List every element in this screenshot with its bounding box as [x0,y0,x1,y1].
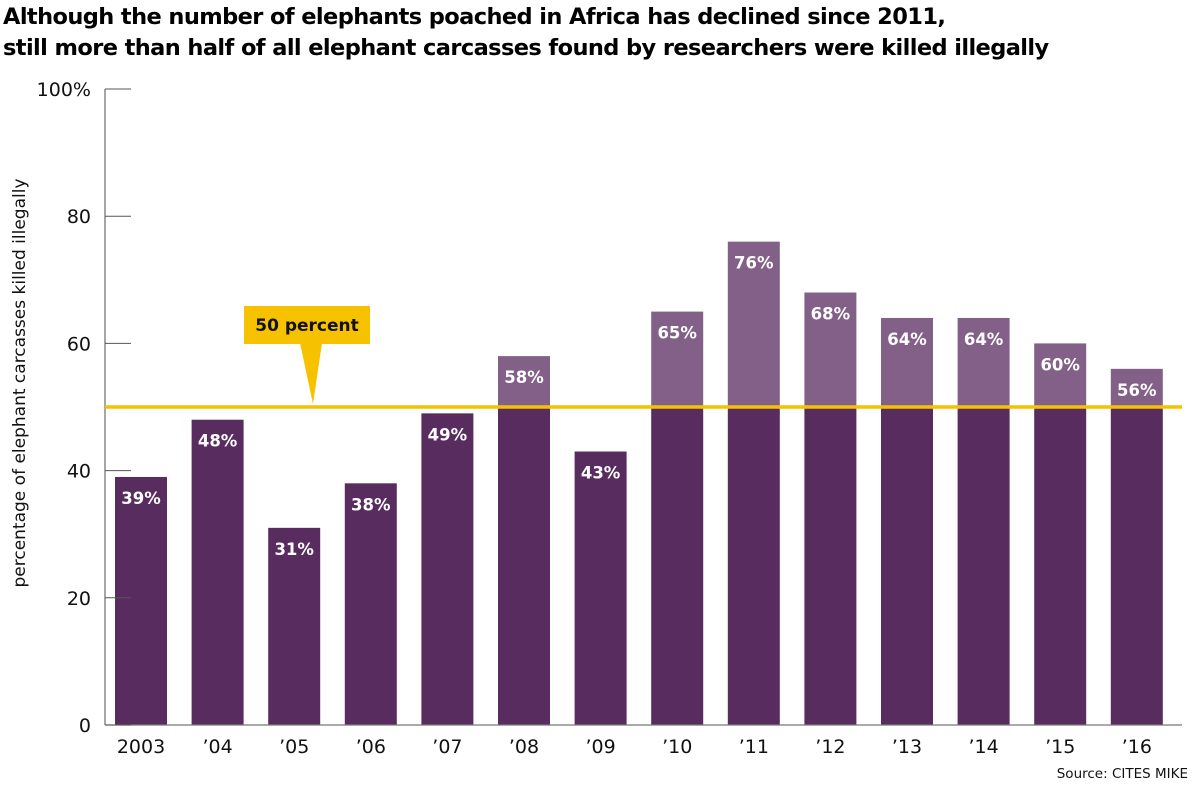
chart-title-line-1: Although the number of elephants poached… [3,4,946,30]
x-tick-label: ’10 [662,736,692,758]
data-label: 39% [121,489,161,508]
data-label: 43% [581,464,621,483]
annotation-box [244,306,370,344]
y-tick-label: 0 [79,715,91,737]
bar-12-upper [804,292,857,407]
x-tick-label: ’08 [509,736,539,758]
bar-11-lower [727,407,780,725]
x-tick-label: ’09 [585,736,615,758]
y-tick-label: 40 [67,461,91,483]
bar-12-lower [804,407,857,725]
y-tick-label: 20 [67,588,91,610]
bar-05 [268,527,321,725]
annotation-pointer [300,343,322,404]
annotation-label: 50 percent [255,316,359,336]
bar-11-upper [727,241,780,407]
bar-10-upper [651,311,704,407]
x-tick-label: ’07 [432,736,462,758]
x-tick-label: ’12 [815,736,845,758]
y-tick-label: 60 [67,333,91,355]
data-label: 38% [351,495,391,514]
data-label: 76% [734,254,774,273]
bar-13-upper [881,317,933,407]
data-label: 65% [657,324,697,343]
bar-14-lower [957,407,1010,725]
x-tick-label: 2003 [117,736,165,758]
labels-layer: 39% 2003 48% ’04 31% ’05 38% ’06 49% ’07 58% ’08 43%… [117,254,1157,758]
bar-15-upper [1034,343,1087,407]
x-tick-label: ’13 [892,736,922,758]
bar-16-lower [1110,407,1163,725]
bars-layer [115,241,1163,725]
data-label: 60% [1040,355,1080,374]
data-label: 58% [504,368,544,387]
y-tick-label: 80 [67,206,91,228]
data-label: 49% [428,425,468,444]
bar-08-upper [498,356,550,407]
x-tick-label: ’06 [356,736,386,758]
x-tick-label: ’04 [202,736,232,758]
bar-09 [574,451,627,725]
bar-16-upper [1110,368,1163,407]
data-label: 48% [198,432,238,451]
y-axis-label: percentage of elephant carcasses killed … [10,178,30,587]
data-label: 64% [964,330,1004,349]
bar-2003 [115,476,167,725]
bar-07 [421,413,474,725]
bar-13-lower [881,407,933,725]
bar-06 [344,483,397,725]
bar-14-upper [957,317,1010,407]
source-note: Source: CITES MIKE [1056,766,1188,782]
data-label: 31% [274,540,314,559]
bar-04 [191,419,244,725]
data-label: 56% [1117,381,1157,400]
x-tick-label: ’11 [739,736,769,758]
reference-layer: 50 percent [105,306,1182,409]
bar-08-lower [498,407,550,725]
chart-title: Although the number of elephants poached… [3,2,1049,64]
bar-15-lower [1034,407,1087,725]
x-tick-label: ’15 [1045,736,1075,758]
bar-10-lower [651,407,704,725]
y-tick-label: 100% [37,79,91,101]
data-label: 68% [811,305,851,324]
x-tick-label: ’14 [968,736,998,758]
x-tick-label: ’05 [279,736,309,758]
data-label: 64% [887,330,927,349]
x-tick-label: ’16 [1122,736,1152,758]
chart-title-line-2: still more than half of all elephant car… [3,35,1049,61]
